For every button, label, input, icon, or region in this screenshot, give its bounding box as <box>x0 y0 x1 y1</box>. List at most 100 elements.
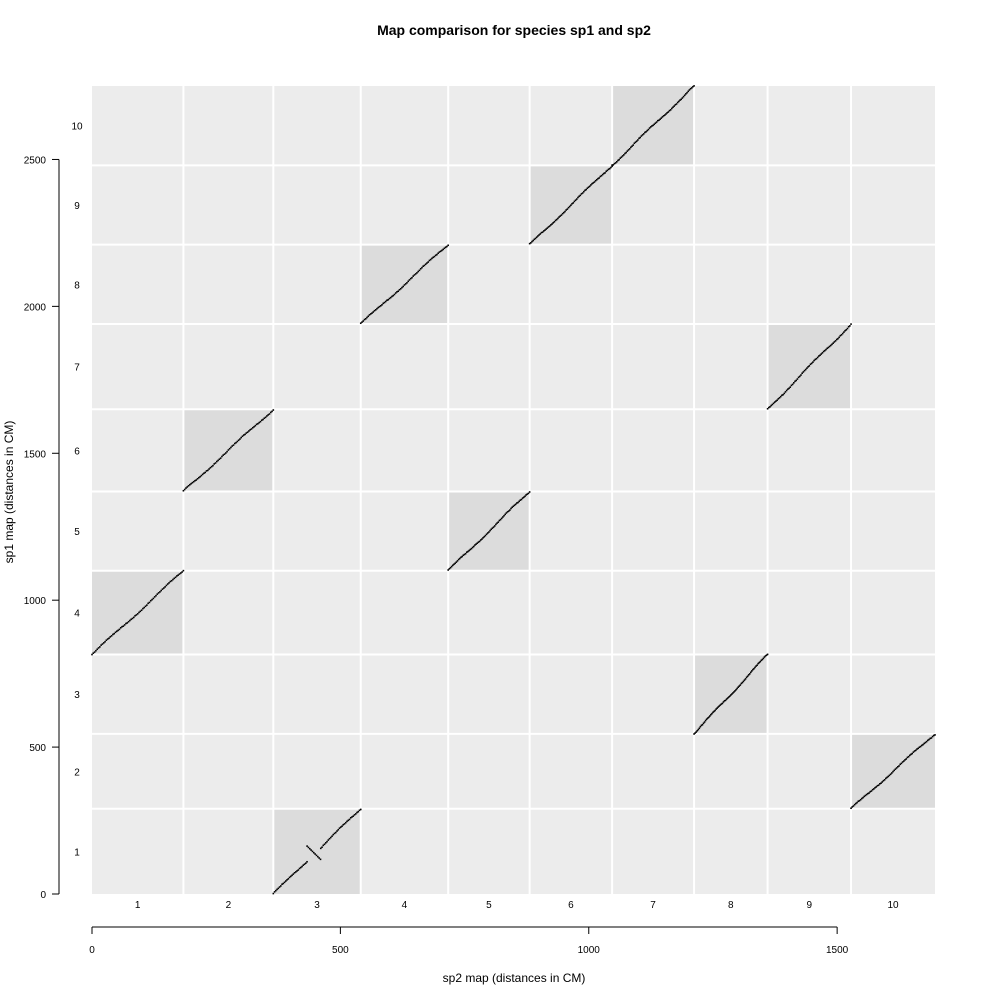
marker-point <box>482 536 484 539</box>
marker-point <box>767 406 770 409</box>
marker-point <box>838 336 840 339</box>
marker-point <box>327 839 330 841</box>
marker-point <box>704 719 707 722</box>
marker-point <box>459 557 461 560</box>
marker-point <box>228 447 231 450</box>
marker-point <box>801 372 803 375</box>
marker-point <box>454 562 456 565</box>
marker-point <box>194 479 196 482</box>
marker-point <box>816 356 819 359</box>
marker-point <box>313 851 315 854</box>
marker-point <box>595 178 598 181</box>
marker-point <box>649 126 652 128</box>
y-chromosome-label: 10 <box>71 122 83 133</box>
marker-point <box>903 760 905 762</box>
marker-point <box>825 348 827 351</box>
marker-point <box>824 349 826 352</box>
marker-point <box>532 239 534 242</box>
marker-point <box>307 846 310 849</box>
marker-point <box>696 729 699 732</box>
marker-point <box>693 85 695 87</box>
marker-point <box>682 95 685 98</box>
marker-point <box>717 706 720 708</box>
y-chromosome-label: 1 <box>74 847 80 858</box>
marker-point <box>742 680 745 683</box>
marker-point <box>546 227 549 229</box>
marker-point <box>411 276 413 279</box>
marker-point <box>620 156 623 158</box>
marker-point <box>446 245 448 248</box>
marker-point <box>318 857 320 859</box>
marker-point <box>634 141 637 144</box>
marker-point <box>382 302 385 305</box>
y-tick-label: 1500 <box>24 449 47 460</box>
marker-point <box>424 263 427 266</box>
marker-point <box>637 139 639 141</box>
marker-point <box>266 415 268 417</box>
marker-point <box>391 295 393 298</box>
marker-point <box>139 610 142 613</box>
marker-point <box>534 237 537 240</box>
marker-point <box>808 365 811 367</box>
marker-point <box>216 460 218 463</box>
marker-point <box>655 121 658 123</box>
marker-point <box>778 396 781 399</box>
marker-point <box>351 816 353 818</box>
marker-point <box>306 845 308 847</box>
marker-point <box>299 866 302 869</box>
marker-point <box>468 549 470 552</box>
x-tick-label: 1500 <box>826 945 849 956</box>
marker-point <box>179 572 182 574</box>
marker-point <box>503 514 505 517</box>
marker-point <box>373 309 376 312</box>
marker-point <box>624 152 626 155</box>
marker-point <box>687 90 690 93</box>
marker-point <box>457 558 460 561</box>
marker-point <box>213 463 216 465</box>
marker-point <box>478 540 481 543</box>
marker-point <box>736 687 738 690</box>
marker-point <box>583 190 585 193</box>
marker-point <box>574 199 577 202</box>
marker-point <box>628 148 631 150</box>
marker-point <box>143 606 146 609</box>
marker-point <box>488 531 490 533</box>
marker-point <box>481 538 483 540</box>
marker-point <box>669 109 672 111</box>
marker-point <box>899 763 902 766</box>
marker-point <box>475 543 477 545</box>
marker-point <box>796 378 799 380</box>
marker-point <box>815 357 818 360</box>
marker-point <box>712 711 714 714</box>
marker-point <box>447 244 449 247</box>
marker-point <box>461 555 463 558</box>
marker-point <box>758 661 760 664</box>
marker-point <box>343 823 346 825</box>
marker-point <box>640 135 643 137</box>
marker-point <box>92 652 95 654</box>
marker-point <box>422 265 424 268</box>
marker-point <box>761 658 764 661</box>
chart-title: Map comparison for species sp1 and sp2 <box>377 22 651 38</box>
marker-point <box>224 452 227 454</box>
marker-point <box>196 477 199 480</box>
marker-point <box>267 414 269 416</box>
marker-point <box>564 210 566 213</box>
marker-point <box>108 637 110 640</box>
marker-point <box>822 350 825 353</box>
marker-point <box>540 231 543 234</box>
marker-point <box>548 225 551 227</box>
marker-point <box>114 631 117 634</box>
marker-point <box>176 575 178 577</box>
marker-point <box>257 422 259 425</box>
marker-point <box>565 209 567 211</box>
marker-point <box>104 640 106 643</box>
marker-point <box>177 574 179 576</box>
marker-point <box>134 614 136 617</box>
marker-point <box>613 162 616 165</box>
marker-point <box>789 386 792 388</box>
marker-point <box>517 501 519 504</box>
marker-point <box>233 442 236 445</box>
marker-point <box>913 750 916 752</box>
marker-point <box>182 569 185 572</box>
